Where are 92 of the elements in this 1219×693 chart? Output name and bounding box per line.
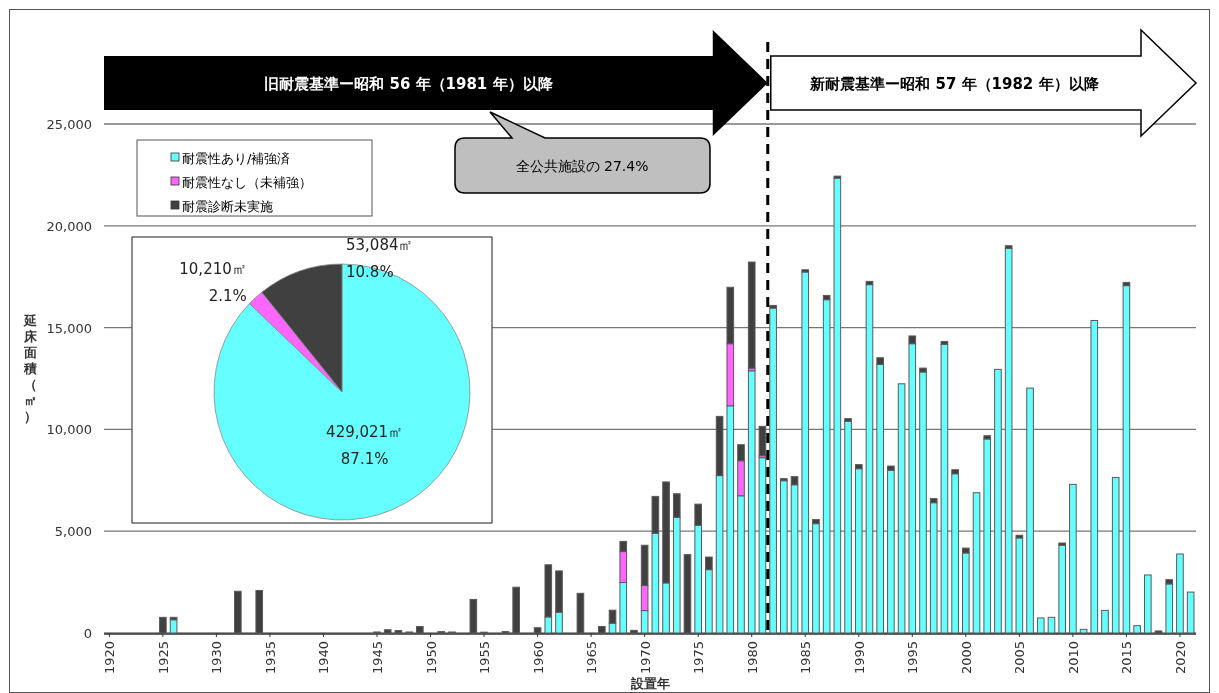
bar bbox=[844, 420, 852, 634]
bar bbox=[1186, 591, 1195, 634]
x-tick-label: 1950 bbox=[423, 641, 439, 675]
bar bbox=[940, 343, 949, 634]
bar bbox=[394, 630, 403, 634]
bar bbox=[1036, 617, 1045, 634]
bar bbox=[383, 629, 392, 634]
bar bbox=[683, 554, 692, 634]
data-label: 53,084㎡ 10.8% bbox=[346, 236, 414, 281]
bar bbox=[887, 469, 895, 634]
bar bbox=[994, 368, 1002, 634]
bar bbox=[929, 502, 938, 634]
bar bbox=[897, 383, 906, 634]
y-tick-label: 0 bbox=[83, 626, 92, 641]
bar bbox=[780, 480, 788, 634]
x-tick-label: 2010 bbox=[1065, 641, 1081, 675]
annotation: 全公共施設の 27.4% bbox=[515, 158, 649, 174]
x-tick-label: 1975 bbox=[691, 641, 707, 675]
bar bbox=[1111, 476, 1120, 634]
x-tick-label: 1990 bbox=[851, 641, 867, 675]
bar bbox=[598, 625, 606, 634]
x-tick-label: 2020 bbox=[1172, 641, 1188, 675]
bar bbox=[1101, 609, 1109, 634]
y-tick-label: 25,000 bbox=[46, 117, 92, 132]
bar bbox=[747, 261, 756, 369]
bar bbox=[1165, 583, 1174, 634]
bar bbox=[1015, 537, 1024, 634]
x-axis-title: 設置年 bbox=[629, 676, 670, 691]
bar bbox=[1122, 285, 1131, 634]
x-tick-label: 1965 bbox=[584, 641, 600, 675]
bar bbox=[865, 284, 874, 634]
x-tick-label: 1970 bbox=[637, 641, 653, 675]
bar bbox=[1090, 319, 1099, 634]
bar bbox=[1144, 574, 1152, 634]
x-tick-label: 2015 bbox=[1119, 641, 1135, 675]
bar bbox=[812, 523, 820, 634]
y-tick-label: 5,000 bbox=[54, 524, 92, 540]
x-tick-label: 1980 bbox=[744, 641, 760, 675]
bar bbox=[1133, 625, 1141, 634]
bar bbox=[983, 438, 992, 634]
bar bbox=[630, 629, 638, 634]
bar bbox=[1047, 616, 1056, 634]
bar bbox=[169, 619, 178, 634]
y-tick-label: 15,000 bbox=[46, 320, 92, 336]
bar bbox=[469, 598, 478, 634]
bar bbox=[747, 370, 756, 634]
bar bbox=[234, 590, 242, 634]
text: 旧耐震基準ー昭和 56 年（1981 年）以降 bbox=[264, 75, 554, 93]
data-label: 10,210㎡ 2.1% bbox=[179, 260, 247, 306]
x-tick-label: 1985 bbox=[798, 641, 814, 675]
x-tick-label: 1940 bbox=[316, 641, 332, 675]
y-tick-label: 10,000 bbox=[46, 422, 92, 438]
data-label: 429,021㎡ 87.1% bbox=[326, 422, 404, 468]
bar bbox=[416, 625, 424, 634]
x-tick-label: 1960 bbox=[530, 641, 546, 675]
x-tick-label: 1935 bbox=[262, 641, 278, 675]
bar bbox=[769, 307, 777, 634]
x-tick-label: 1955 bbox=[477, 641, 493, 675]
bar bbox=[1069, 483, 1077, 634]
bar bbox=[758, 425, 767, 457]
x-tick-label: 1930 bbox=[209, 641, 225, 675]
x-tick-label: 1925 bbox=[155, 641, 171, 675]
bar bbox=[1154, 630, 1163, 634]
bar bbox=[1004, 247, 1013, 634]
legend-label: 耐震性なし（未補強） bbox=[182, 175, 312, 190]
bar bbox=[255, 589, 264, 634]
x-tick-label: 1995 bbox=[905, 641, 921, 675]
bar bbox=[951, 473, 959, 634]
y-tick-label: 20,000 bbox=[46, 218, 92, 234]
bar bbox=[533, 627, 542, 634]
bar bbox=[801, 271, 810, 634]
bar bbox=[822, 299, 831, 634]
bar bbox=[576, 592, 585, 634]
x-tick-label: 1945 bbox=[370, 641, 385, 675]
y-axis-title: 延床面積（㎡） bbox=[22, 313, 38, 424]
bar bbox=[1058, 544, 1066, 634]
x-tick-label: 2000 bbox=[958, 641, 974, 675]
bar bbox=[919, 371, 927, 634]
bar bbox=[758, 457, 767, 634]
text: 新耐震基準ー昭和 57 年（1982 年）以降 bbox=[809, 75, 1100, 93]
legend-label: 耐震診断未実施 bbox=[182, 199, 273, 214]
bar bbox=[972, 492, 981, 634]
bar bbox=[854, 468, 863, 634]
bar bbox=[1026, 387, 1034, 634]
bar bbox=[1079, 628, 1088, 634]
bar bbox=[159, 616, 167, 634]
bar bbox=[1176, 553, 1184, 634]
bar bbox=[833, 177, 842, 634]
bar bbox=[512, 586, 520, 634]
legend-label: 耐震性あり/補強済 bbox=[182, 151, 291, 166]
x-tick-label: 2005 bbox=[1012, 641, 1028, 675]
x-tick-label: 1920 bbox=[102, 641, 118, 675]
